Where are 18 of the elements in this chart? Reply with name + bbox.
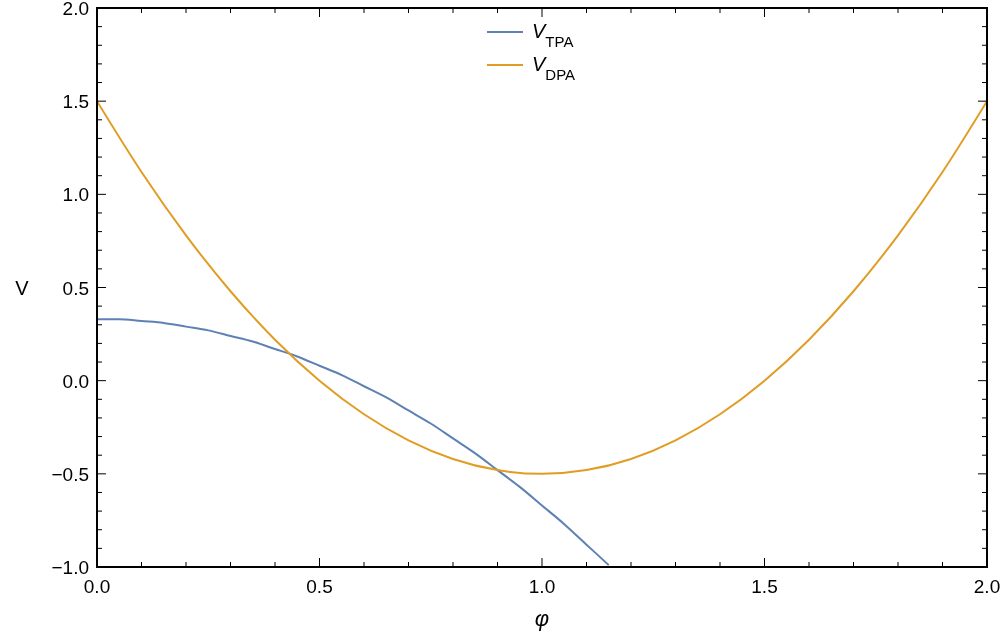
legend-label: V$_{TPA}$ [532, 20, 574, 50]
x-tick-label: 1.5 [751, 576, 778, 597]
y-tick-label: 0.0 [62, 370, 89, 392]
x-tick-label: 0.0 [83, 576, 111, 597]
x-tick-label: 2.0 [973, 576, 1001, 597]
x-tick-label: 1.0 [528, 576, 556, 597]
x-tick-label: 0.5 [306, 576, 333, 597]
line-series [97, 318, 610, 567]
y-tick-label: 0.5 [62, 277, 89, 299]
y-axis-title: V [15, 276, 30, 299]
y-tick-label: −1.0 [51, 557, 89, 578]
y-tick-label: 1.0 [62, 184, 89, 206]
line-series [97, 100, 987, 475]
y-tick-label: 2.0 [62, 0, 89, 19]
y-tick-label: −0.5 [51, 463, 89, 485]
legend-label: V$_{DPA}$ [532, 53, 576, 83]
y-tick-label: 1.5 [62, 91, 89, 113]
x-axis-title: φ [534, 606, 550, 631]
